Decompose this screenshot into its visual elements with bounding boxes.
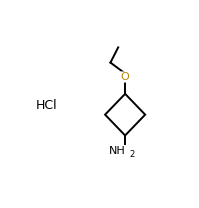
Text: HCl: HCl bbox=[36, 99, 57, 111]
Text: O: O bbox=[121, 72, 130, 82]
Text: 2: 2 bbox=[130, 150, 135, 159]
Text: NH: NH bbox=[109, 146, 126, 156]
